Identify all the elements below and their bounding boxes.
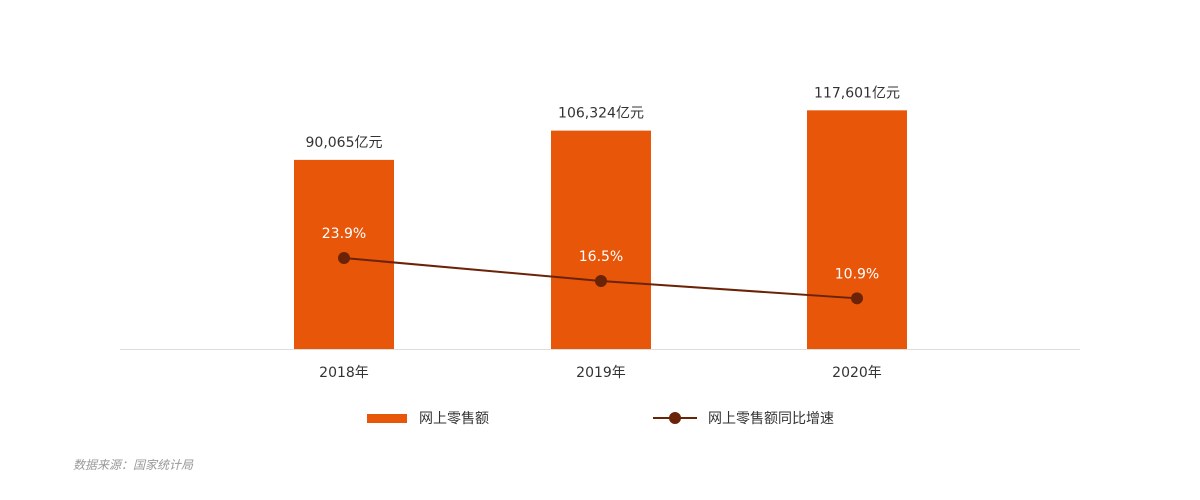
growth-value-label: 23.9% [322, 226, 366, 242]
legend-item-line[interactable]: 网上零售额同比增速 [653, 408, 834, 428]
bar [807, 110, 907, 349]
growth-point [595, 274, 607, 287]
x-tick-label: 2019年 [576, 365, 626, 381]
source-note: 数据来源：国家统计局 [73, 458, 194, 472]
legend-label: 网上零售额 [419, 411, 489, 427]
growth-value-label: 10.9% [835, 266, 879, 282]
growth-point [338, 252, 350, 265]
growth-point [851, 292, 863, 305]
legend-bar-swatch [367, 413, 407, 423]
legend-item-bar[interactable]: 网上零售额 [367, 408, 489, 428]
bar-value-label: 90,065亿元 [306, 135, 383, 151]
x-tick-label: 2020年 [832, 365, 882, 381]
bar-value-label: 117,601亿元 [814, 85, 900, 101]
legend-label: 网上零售额同比增速 [708, 411, 834, 427]
bar-value-label: 106,324亿元 [558, 106, 644, 122]
legend-line-swatch [653, 412, 697, 424]
bar [551, 130, 651, 349]
growth-value-label: 16.5% [579, 249, 623, 265]
x-tick-label: 2018年 [319, 365, 369, 381]
